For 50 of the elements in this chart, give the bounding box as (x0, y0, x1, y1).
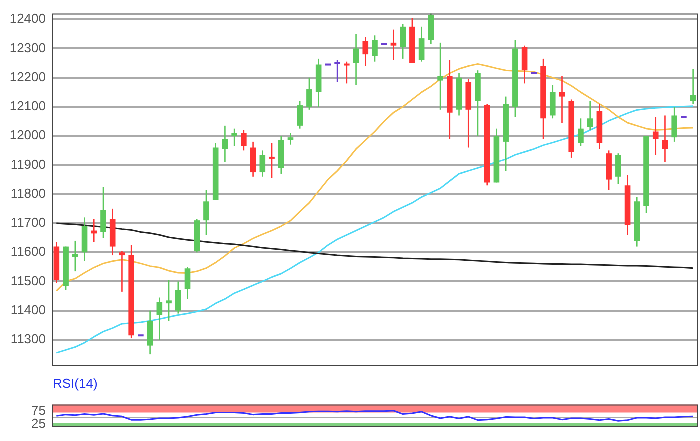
y-tick-label: 11700 (10, 215, 46, 230)
candlestick (616, 152, 622, 185)
y-tick-label: 25 (32, 416, 46, 432)
candlestick (269, 142, 275, 179)
candlestick (400, 23, 406, 60)
candlestick (418, 26, 425, 63)
candlestick (204, 189, 210, 236)
candlestick (297, 100, 304, 130)
candlestick (372, 34, 378, 63)
candlestick (344, 61, 350, 84)
candlestick (578, 118, 584, 147)
chart-title: RSI(14) (53, 376, 98, 391)
candlestick (156, 297, 163, 341)
candlestick (334, 60, 340, 83)
candlestick (222, 125, 228, 163)
y-tick-label: 11800 (10, 186, 46, 201)
y-tick-label: 12000 (10, 128, 46, 143)
candlestick (652, 116, 659, 156)
candlestick (119, 250, 126, 293)
candlestick (184, 266, 191, 300)
candlestick (438, 42, 444, 111)
candlestick (241, 130, 247, 152)
candlestick (690, 68, 696, 105)
candlestick (353, 34, 360, 86)
candlestick (559, 76, 566, 124)
candlestick (390, 29, 397, 62)
y-tick-label: 12300 (10, 40, 46, 56)
candlestick (72, 240, 78, 272)
candlestick (260, 150, 266, 178)
candlestick (175, 281, 182, 314)
candlestick (288, 132, 294, 146)
candlestick (662, 115, 668, 163)
candlestick (550, 84, 556, 120)
candlestick (672, 106, 678, 143)
candlestick (587, 100, 594, 131)
y-tick-label: 11900 (10, 156, 46, 172)
y-tick-label: 12400 (10, 11, 46, 26)
y-tick-label: 12100 (10, 98, 46, 114)
y-tick-label: 11500 (10, 273, 46, 288)
y-tick-label: 11600 (10, 244, 46, 260)
y-tick-label: 12200 (10, 69, 46, 84)
candlestick (100, 186, 106, 239)
candlestick (166, 280, 172, 322)
candlestick (232, 128, 238, 147)
y-tick-label: 11400 (10, 302, 46, 318)
y-tick-label: 11300 (10, 332, 46, 347)
candlestick (362, 36, 369, 67)
y-tick-label: 75 (32, 402, 46, 418)
candlestick (306, 77, 312, 111)
candlestick (522, 45, 528, 84)
